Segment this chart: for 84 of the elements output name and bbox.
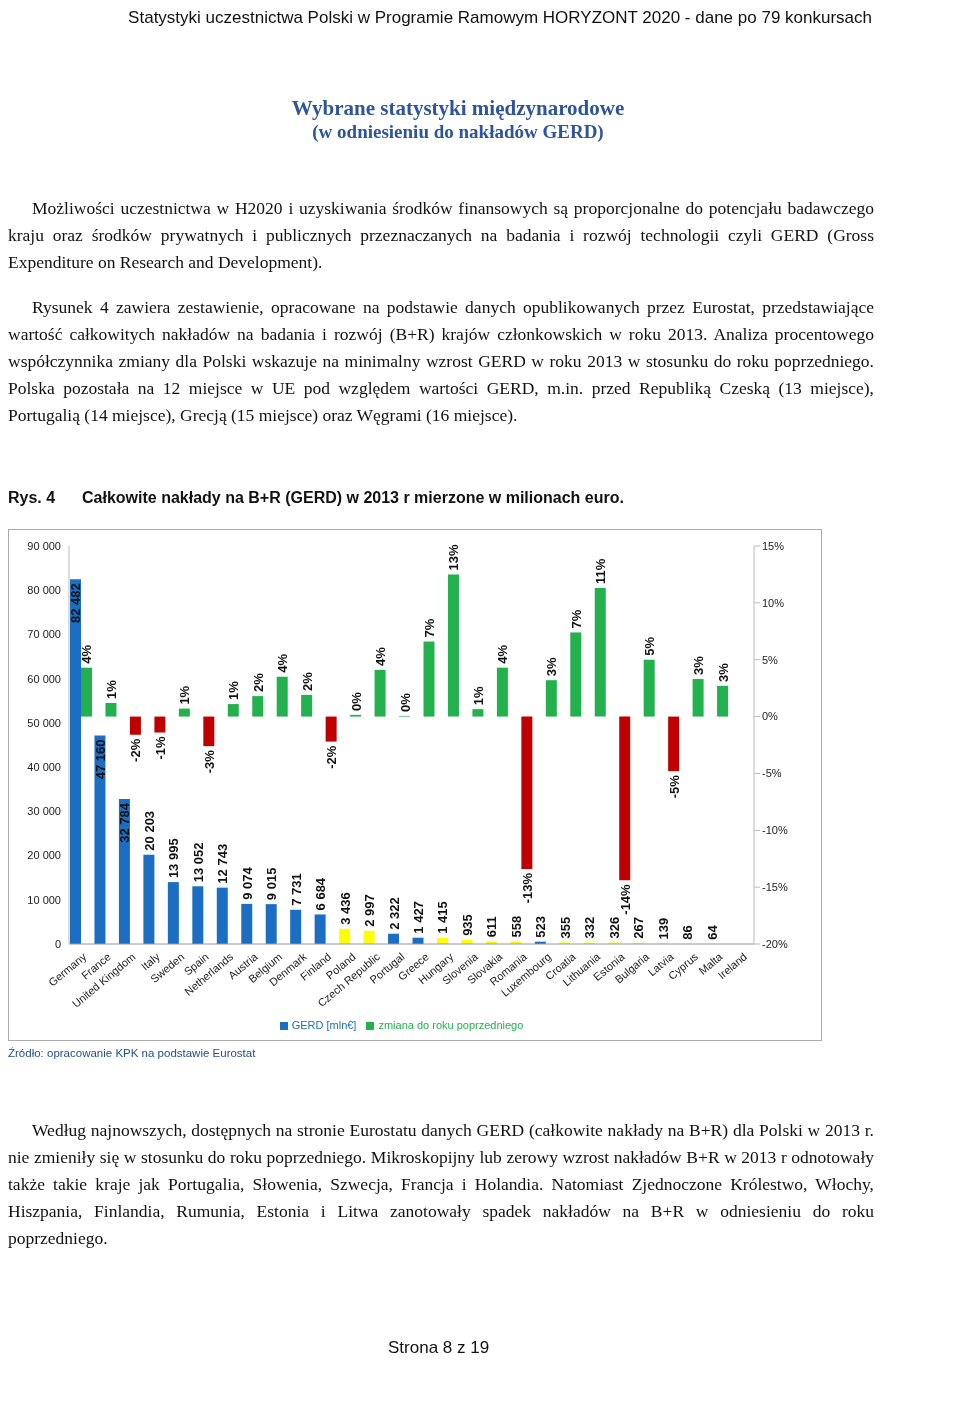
data-label: 267 <box>631 917 647 939</box>
data-label: 558 <box>508 915 524 938</box>
data-label: 1 415 <box>435 901 451 934</box>
data-label: 523 <box>533 915 549 938</box>
y-tick-label: 70 000 <box>27 628 61 641</box>
y2-tick-label: 5% <box>762 653 779 666</box>
data-label: 4% <box>495 644 511 664</box>
data-label: 326 <box>606 916 622 939</box>
y2-tick-label: -5% <box>762 767 782 780</box>
y2-tick-label: 10% <box>762 596 785 609</box>
data-label: 2 322 <box>386 897 402 930</box>
legend-label: zmiana do roku poprzedniego <box>378 1019 524 1031</box>
data-label: 332 <box>582 916 598 939</box>
chart-subtitle: (w odniesieniu do nakładów GERD) <box>311 121 605 143</box>
data-label: 5% <box>642 636 658 656</box>
data-label: -14% <box>617 883 633 915</box>
data-label: 20 203 <box>141 810 157 851</box>
data-label: 7 731 <box>288 873 304 906</box>
data-label: 6 684 <box>313 877 329 911</box>
text: Rysunek 4 zawiera zestawienie, opracowane na podstawie danych opublikowanych przez Eurostat, przedstawiające wartość całkowitych nakładów na badania i rozwój (B+R) krajów członkowskich w roku 2013. Analiza procentowego współczynnika zmiany dla Polski wskazuje na minimalny wzrost GERD w roku 2013 w stosunku do roku poprzedniego. Polska pozostała na 12 miejsce w UE pod względem wartości GERD, m.in. przed Republiką Czeską (13 miejsce), Portugalią (14 miejsce), Grecją (15 miejsce) oraz Węgrami (16 miejsce). <box>8 296 874 427</box>
y-tick-label: 0 <box>54 937 61 950</box>
data-label: 1 427 <box>411 901 426 934</box>
y-tick-label: 20 000 <box>27 849 61 862</box>
data-label: -1% <box>152 736 168 760</box>
text: Rys. 4 <box>8 489 57 507</box>
data-label: 1% <box>470 685 486 706</box>
data-label: 1% <box>103 679 119 699</box>
data-label: 7% <box>568 609 584 629</box>
data-label: -13% <box>519 872 535 904</box>
data-label: 2% <box>299 671 315 691</box>
data-label: 7% <box>422 618 437 638</box>
data-label: 9 074 <box>239 866 255 900</box>
data-label: 935 <box>459 914 475 936</box>
data-label: 47 160 <box>92 739 108 780</box>
data-label: 13 052 <box>190 842 206 883</box>
data-label: 11% <box>593 558 609 585</box>
data-label: 13% <box>446 543 462 571</box>
data-label: 4% <box>275 653 291 673</box>
data-label: 4% <box>373 646 389 666</box>
data-label: 3% <box>691 655 707 676</box>
data-label: 3% <box>715 662 731 682</box>
data-label: 1% <box>226 680 242 701</box>
data-label: 86 <box>680 925 696 940</box>
data-label: 82 482 <box>68 583 84 624</box>
chart-title: Wybrane statystyki międzynarodowe <box>290 96 626 121</box>
data-label: 2 997 <box>362 894 378 927</box>
data-label: -2% <box>128 738 144 762</box>
data-label: 1% <box>177 685 193 705</box>
y-tick-label: 30 000 <box>27 805 61 818</box>
y-tick-label: 40 000 <box>27 761 61 774</box>
data-label: -5% <box>666 774 682 799</box>
text: Całkowite nakłady na B+R (GERD) w 2013 r mierzone w milionach euro. <box>82 489 624 507</box>
data-label: 2% <box>250 672 266 693</box>
y2-tick-label: -15% <box>762 881 788 894</box>
y2-tick-label: -10% <box>762 824 788 837</box>
data-label: 139 <box>655 917 671 940</box>
data-label: -3% <box>201 749 217 774</box>
y-tick-label: 90 000 <box>27 539 61 552</box>
text: Możliwości uczestnictwa w H2020 i uzyskiwania środków finansowych są proporcjonalne do potencjału badawczego kraju oraz środków prywatnych i publicznych przeznaczanych na badania i rozwój technologii czyli GERD (Gross Expenditure on Research and Development). <box>8 197 874 274</box>
y2-tick-label: 15% <box>762 539 785 552</box>
y-tick-label: 80 000 <box>27 584 61 597</box>
y-tick-label: 60 000 <box>27 672 61 685</box>
data-label: 3% <box>544 656 560 677</box>
data-label: 64 <box>704 924 720 940</box>
y-tick-label: 50 000 <box>27 716 61 729</box>
data-label: 32 784 <box>117 802 133 843</box>
data-label: 611 <box>484 916 500 938</box>
data-label: 0% <box>397 692 413 712</box>
legend-label: GERD [mln€] <box>291 1019 357 1031</box>
data-label: 355 <box>557 916 573 939</box>
data-label: 3 436 <box>337 892 353 925</box>
y-tick-label: 10 000 <box>27 893 61 906</box>
y2-tick-label: -20% <box>762 937 788 950</box>
data-label: -2% <box>324 745 340 769</box>
text: Statystyki uczestnictwa Polski w Programie Ramowym HORYZONT 2020 - dane po 79 konkursach <box>127 8 873 28</box>
text: Według najnowszych, dostępnych na stronie Eurostatu danych GERD (całkowite nakłady na B+R) dla Polski w 2013 r. nie zmieniły się w stosunku do roku poprzedniego. Mikroskopijny lub zerowy wzrost nakładów B+R w 2013 r odnotowały także takie kraje jak Portugalia, Słowenia, Szwecja, Francja i Holandia. Natomiast Zjednoczone Królestwo, Włochy, Hiszpania, Finlandia, Rumunia, Estonia i Litwa zanotowały spadek nakładów na B+R w odniesieniu do roku poprzedniego. <box>8 1119 874 1250</box>
data-label: 9 015 <box>264 867 280 901</box>
text: Źródło: opracowanie KPK na podstawie Eurostat <box>8 1047 257 1059</box>
data-label: 0% <box>348 691 364 711</box>
text: Strona 8 z 19 <box>388 1338 490 1358</box>
data-label: 13 995 <box>166 838 182 879</box>
data-label: 4% <box>79 644 95 664</box>
y2-tick-label: 0% <box>762 710 779 723</box>
data-label: 12 743 <box>215 843 231 884</box>
